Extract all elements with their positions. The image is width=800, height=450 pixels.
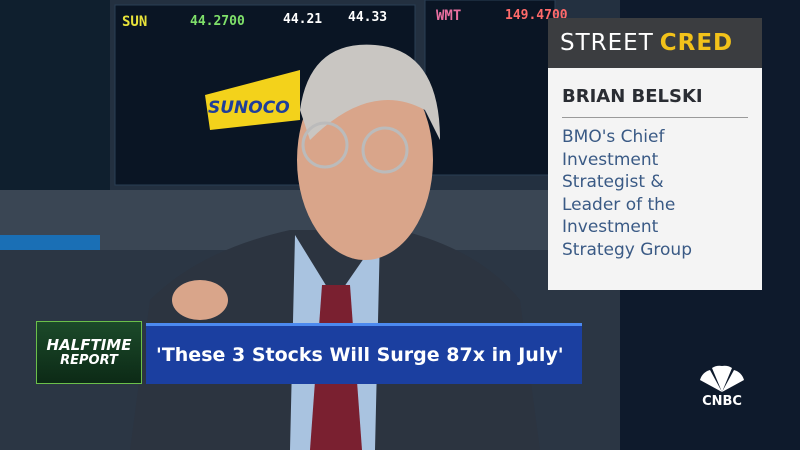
show-top: HALFTIME — [46, 336, 132, 354]
show-bottom: REPORT — [60, 353, 118, 368]
street-cred-panel: STREET CRED BRIAN BELSKI BMO's Chief Inves… — [548, 18, 762, 290]
divider — [562, 117, 748, 118]
description-line: Strategist & — [562, 172, 664, 192]
ticker-price: 44.2700 — [190, 14, 245, 29]
ticker-ask: 44.33 — [348, 10, 388, 25]
panel-header: STREET CRED — [548, 18, 762, 68]
ticker-symbol: SUN — [122, 14, 148, 30]
description-line: BMO's Chief — [562, 127, 665, 147]
brand-right: CRED — [659, 30, 734, 56]
guest-name: BRIAN BELSKI — [562, 86, 703, 107]
description-line: Leader of the — [562, 194, 676, 215]
brand-left: STREET — [560, 30, 654, 56]
ticker-symbol: WMT — [436, 8, 462, 24]
ticker-bid: 44.21 — [283, 12, 323, 27]
show-logo: HALFTIME REPORT — [36, 321, 142, 384]
description-line: Strategy Group — [562, 239, 692, 260]
headline: 'These 3 Stocks Will Surge 87x in July' — [156, 344, 564, 366]
network-logo: CNBC — [702, 394, 742, 409]
brand-sign: SUNOCO — [208, 98, 290, 118]
description-line: Investment — [562, 217, 659, 237]
description-line: Investment — [562, 149, 659, 170]
headline-bar: 'These 3 Stocks Will Surge 87x in July' — [146, 323, 582, 384]
guest-description: BMO's Chief Investment Strategist & Leader … — [548, 118, 762, 261]
